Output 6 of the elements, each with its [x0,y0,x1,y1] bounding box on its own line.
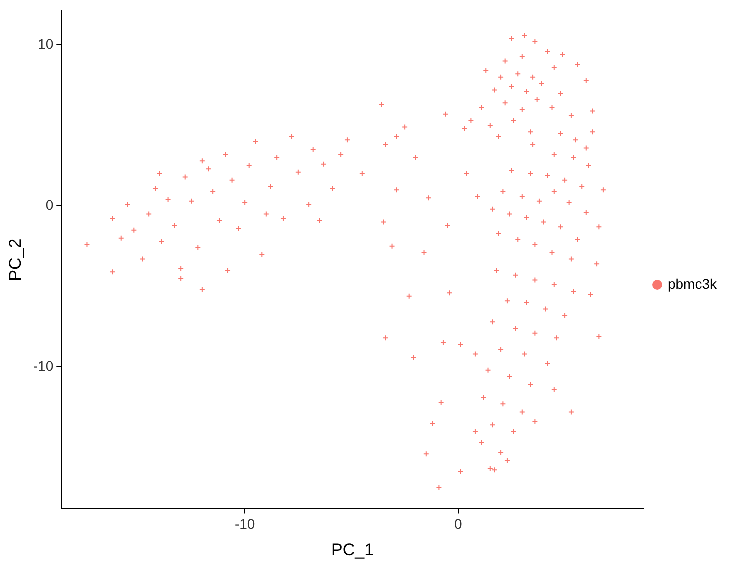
legend-label: pbmc3k [668,276,718,292]
x-axis-title: PC_1 [332,540,374,560]
y-axis-title: PC_2 [6,238,25,282]
y-tick-label: -10 [33,358,54,374]
y-tick-label: 0 [46,197,54,214]
y-tick-label: 10 [38,36,54,52]
